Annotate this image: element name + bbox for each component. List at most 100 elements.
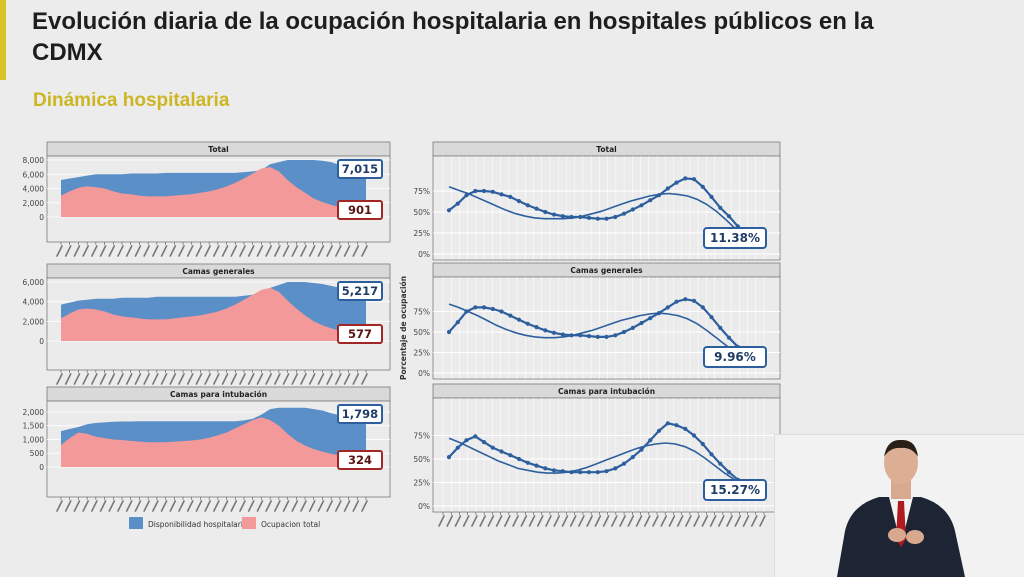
left-xtick-label-2 bbox=[335, 500, 342, 512]
right-point-0-16 bbox=[586, 215, 592, 220]
left-xtick-label-2 bbox=[160, 500, 168, 512]
left-ytick-label-0: 4,000 bbox=[23, 185, 45, 194]
left-xtick-label-2 bbox=[204, 500, 211, 512]
right-xtick-label-2 bbox=[668, 515, 676, 527]
right-point-2-22 bbox=[639, 447, 644, 452]
right-point-0-21 bbox=[630, 207, 635, 212]
right-point-1-2 bbox=[464, 309, 469, 314]
right-point-2-25 bbox=[665, 421, 670, 426]
left-badge-availability-value-0: 7,015 bbox=[342, 162, 378, 176]
right-point-2-32 bbox=[726, 470, 732, 475]
left-xtick-label-2 bbox=[291, 500, 299, 512]
left-xtick-label-0 bbox=[300, 245, 307, 257]
right-xtick-label-2 bbox=[726, 515, 733, 527]
right-point-2-10 bbox=[534, 463, 539, 468]
right-point-1-4 bbox=[481, 305, 487, 310]
right-xtick-label-2 bbox=[495, 515, 503, 527]
right-point-1-23 bbox=[648, 316, 653, 321]
accent-bar bbox=[0, 0, 6, 80]
right-point-1-16 bbox=[586, 334, 592, 339]
right-y-axis-label: Porcentaje de ocupación bbox=[399, 276, 408, 380]
left-area-occupation-1 bbox=[61, 287, 366, 341]
right-point-2-3 bbox=[473, 434, 478, 439]
right-point-0-27 bbox=[683, 176, 688, 181]
left-xtick-label-2 bbox=[125, 500, 133, 512]
left-xtick-label-2 bbox=[239, 500, 246, 512]
right-point-1-31 bbox=[718, 325, 723, 330]
left-xtick-label-1 bbox=[265, 373, 272, 385]
right-point-1-1 bbox=[455, 320, 460, 325]
left-xtick-label-2 bbox=[108, 500, 116, 512]
right-point-0-24 bbox=[656, 193, 662, 198]
right-xtick-label-2 bbox=[759, 515, 766, 527]
left-xtick-label-0 bbox=[160, 245, 168, 257]
right-point-0-23 bbox=[648, 198, 653, 203]
right-panel-1-title: Camas generales bbox=[570, 266, 643, 275]
left-ytick-label-2: 1,000 bbox=[23, 435, 45, 444]
left-xtick-label-0 bbox=[186, 245, 194, 257]
left-ytick-label-1: 0 bbox=[39, 337, 44, 346]
left-xtick-label-1 bbox=[317, 373, 325, 385]
right-point-1-6 bbox=[499, 309, 504, 314]
right-point-0-7 bbox=[508, 194, 513, 199]
left-xtick-label-1 bbox=[274, 373, 281, 385]
right-point-0-22 bbox=[639, 203, 644, 208]
left-xtick-label-2 bbox=[143, 500, 150, 512]
right-xtick-label-2 bbox=[512, 515, 519, 527]
right-point-0-2 bbox=[464, 193, 469, 198]
left-xtick-label-2 bbox=[186, 500, 194, 512]
left-ytick-label-2: 500 bbox=[30, 449, 45, 458]
right-xtick-label-2 bbox=[685, 515, 692, 527]
left-xtick-label-0 bbox=[361, 245, 368, 257]
left-xtick-label-2 bbox=[265, 500, 272, 512]
right-xtick-label-2 bbox=[553, 515, 561, 527]
right-ytick-label-0: 50% bbox=[413, 208, 430, 217]
left-xtick-label-1 bbox=[343, 373, 351, 385]
right-point-1-22 bbox=[639, 320, 644, 326]
left-xtick-label-1 bbox=[326, 373, 333, 385]
right-point-2-15 bbox=[578, 470, 583, 475]
right-ytick-label-2: 75% bbox=[413, 432, 430, 441]
right-xtick-label-2 bbox=[438, 515, 445, 527]
right-ytick-label-2: 25% bbox=[413, 479, 430, 488]
left-xtick-label-0 bbox=[99, 245, 107, 257]
right-ytick-label-2: 50% bbox=[413, 455, 430, 464]
left-xtick-label-1 bbox=[352, 373, 360, 385]
right-point-2-24 bbox=[656, 428, 662, 433]
right-point-2-13 bbox=[560, 469, 565, 474]
left-xtick-label-1 bbox=[300, 373, 307, 385]
right-xtick-label-2 bbox=[660, 515, 668, 527]
left-xtick-label-1 bbox=[99, 373, 107, 385]
right-point-1-9 bbox=[525, 321, 530, 326]
left-xtick-label-1 bbox=[125, 373, 133, 385]
right-point-2-16 bbox=[586, 470, 592, 475]
left-xtick-label-2 bbox=[152, 500, 159, 512]
right-point-1-32 bbox=[726, 335, 732, 340]
right-point-2-17 bbox=[595, 470, 600, 475]
left-xtick-label-0 bbox=[64, 245, 72, 257]
right-badge-1 bbox=[703, 346, 767, 368]
right-point-0-32 bbox=[726, 214, 732, 219]
left-xtick-label-1 bbox=[134, 373, 142, 385]
right-xtick-label-2 bbox=[693, 515, 700, 527]
right-point-1-18 bbox=[604, 334, 609, 339]
left-xtick-label-1 bbox=[152, 373, 159, 385]
right-xtick-label-2 bbox=[569, 515, 577, 527]
left-xtick-label-2 bbox=[134, 500, 142, 512]
right-xtick-label-2 bbox=[652, 515, 659, 527]
right-point-0-8 bbox=[516, 199, 522, 204]
left-xtick-label-2 bbox=[117, 500, 124, 512]
right-point-2-28 bbox=[691, 433, 697, 438]
left-panel-0-title: Total bbox=[208, 145, 229, 154]
right-point-0-6 bbox=[499, 192, 504, 197]
right-ytick-label-2: 0% bbox=[418, 502, 430, 511]
right-point-1-14 bbox=[569, 333, 574, 338]
left-xtick-label-2 bbox=[352, 500, 360, 512]
left-badge-occupation-value-2: 324 bbox=[348, 453, 372, 467]
interpreter-figure bbox=[775, 435, 1024, 577]
left-xtick-label-2 bbox=[91, 500, 98, 512]
left-xtick-label-1 bbox=[169, 373, 177, 385]
left-badge-occupation-0 bbox=[337, 200, 383, 220]
right-xtick-label-2 bbox=[734, 515, 742, 527]
